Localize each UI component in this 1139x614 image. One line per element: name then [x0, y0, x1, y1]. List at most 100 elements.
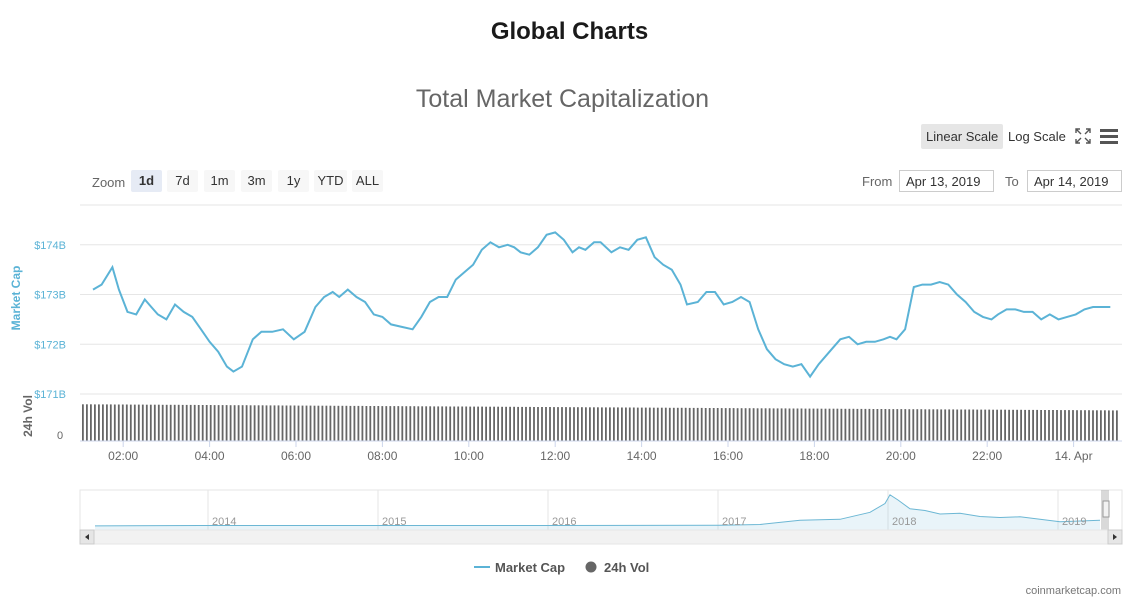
volume-bar: [1016, 409, 1018, 441]
x-tick-label: 02:00: [108, 449, 138, 463]
volume-bar: [1108, 410, 1110, 441]
volume-bar: [892, 409, 895, 441]
from-date-input[interactable]: Apr 13, 2019: [899, 170, 994, 192]
volume-bar: [796, 408, 799, 441]
volume-bar: [1092, 410, 1094, 441]
volume-bar: [157, 404, 160, 441]
volume-bar: [237, 405, 240, 441]
zoom-3m-button[interactable]: 3m: [241, 170, 272, 192]
log-scale-button[interactable]: Log Scale: [1008, 129, 1066, 144]
gridlines: [80, 204, 1122, 395]
volume-bar: [1056, 410, 1058, 441]
volume-bar: [469, 406, 472, 441]
legend-market-cap[interactable]: Market Cap: [495, 560, 566, 575]
volume-bar: [1104, 410, 1106, 441]
zoom-1d-button[interactable]: 1d: [131, 170, 162, 192]
volume-bar: [449, 406, 452, 441]
volume-bar: [521, 406, 523, 441]
volume-bar: [764, 408, 767, 441]
volume-bar: [692, 407, 695, 441]
volume-bar: [225, 405, 228, 441]
volume-bars: [82, 404, 1118, 441]
x-tick-label: 08:00: [367, 449, 397, 463]
navigator[interactable]: 2014 2015 2016 2017 2018 2019: [79, 489, 1123, 531]
volume-bar: [293, 405, 296, 441]
volume-bar: [409, 406, 412, 441]
zoom-1y-button[interactable]: 1y: [278, 170, 309, 192]
volume-bar: [201, 405, 204, 441]
volume-bar: [325, 405, 328, 441]
volume-bar: [169, 404, 172, 441]
volume-bar: [213, 405, 216, 441]
page-title: Global Charts: [490, 18, 649, 45]
volume-bar: [501, 406, 503, 441]
zoom-all-button[interactable]: ALL: [352, 170, 383, 192]
navigator-handle[interactable]: [1102, 500, 1110, 518]
hamburger-menu-icon[interactable]: [1099, 127, 1119, 145]
volume-bar: [489, 406, 491, 441]
volume-bar: [541, 407, 543, 441]
volume-bar: [341, 405, 344, 441]
volume-bar: [652, 407, 655, 441]
volume-bar: [425, 406, 428, 441]
volume-bar: [972, 409, 975, 441]
volume-bar: [1064, 410, 1066, 441]
volume-bar: [421, 406, 424, 441]
volume-bar: [932, 409, 935, 441]
volume-bar: [377, 406, 380, 441]
volume-bar: [269, 405, 272, 441]
volume-bar: [349, 405, 352, 441]
navigator-area: [95, 494, 1100, 530]
volume-bar: [553, 407, 555, 441]
x-tick-label: 22:00: [972, 449, 1002, 463]
zoom-1m-button[interactable]: 1m: [204, 170, 235, 192]
volume-bar: [345, 405, 348, 441]
volume-bar: [613, 407, 615, 441]
volume-bar: [397, 406, 400, 441]
volume-axis-label: 24h Vol: [21, 395, 35, 437]
x-tick-label: 12:00: [540, 449, 570, 463]
linear-scale-button[interactable]: Linear Scale: [921, 124, 1004, 149]
volume-bar: [561, 407, 563, 441]
volume-bar: [848, 408, 851, 441]
volume-bar: [177, 404, 180, 441]
zoom-7d-button[interactable]: 7d: [167, 170, 198, 192]
scrollbar[interactable]: [79, 529, 1123, 545]
to-date-input[interactable]: Apr 14, 2019: [1027, 170, 1122, 192]
volume-bar: [461, 406, 464, 441]
zoom-ytd-button[interactable]: YTD: [314, 170, 347, 192]
volume-bar: [664, 407, 667, 441]
legend-24h-vol[interactable]: 24h Vol: [604, 560, 650, 575]
volume-bar: [413, 406, 416, 441]
volume-bar: [285, 405, 288, 441]
volume-bar: [988, 409, 991, 441]
volume-bar: [617, 407, 619, 441]
volume-bar: [249, 405, 252, 441]
volume-bar: [445, 406, 448, 441]
x-tick-label: 20:00: [886, 449, 916, 463]
volume-bar: [788, 408, 791, 441]
volume-bar: [353, 405, 356, 441]
volume-bar: [964, 409, 967, 441]
y-tick-label: $171B: [34, 389, 66, 401]
volume-bar: [976, 409, 979, 441]
volume-bar: [628, 407, 631, 441]
to-label: To: [1005, 174, 1019, 189]
volume-bar: [121, 404, 124, 441]
volume-bar: [133, 404, 136, 441]
volume-bar: [672, 407, 675, 441]
volume-bar: [944, 409, 947, 441]
volume-bar: [233, 405, 236, 441]
volume-bar: [493, 406, 495, 441]
fullscreen-icon[interactable]: [1074, 127, 1092, 145]
volume-bar: [968, 409, 971, 441]
volume-bar: [309, 405, 312, 441]
volume-bar: [928, 409, 931, 441]
volume-bar: [996, 409, 998, 441]
volume-bar: [453, 406, 456, 441]
volume-bar: [884, 409, 887, 441]
volume-bar: [776, 408, 779, 441]
volume-bar: [852, 408, 855, 441]
volume-bar: [173, 404, 176, 441]
